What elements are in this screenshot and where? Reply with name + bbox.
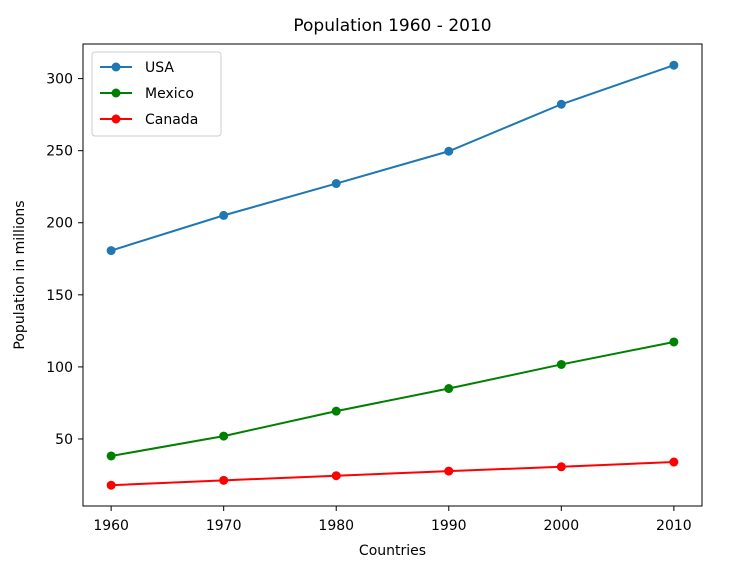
data-point-canada [331,471,341,481]
y-axis: 50 100 150 200 250 300 [46,72,83,448]
chart-title: Population 1960 - 2010 [293,16,491,36]
series-layer [106,60,679,490]
legend-label-usa: USA [145,60,174,76]
data-point-usa [556,99,566,109]
data-point-mexico [219,431,229,441]
x-axis: 1960 1970 1980 1990 2000 2010 [93,506,692,534]
data-point-mexico [669,337,679,347]
data-point-canada [444,466,454,476]
data-point-usa [106,246,116,256]
data-point-usa [444,146,454,156]
data-point-canada [669,457,679,467]
x-tick-label: 1980 [318,518,354,534]
x-tick-label: 2010 [656,518,692,534]
legend-box [91,51,222,137]
series-line-mexico [110,340,675,457]
y-tick-label: 150 [46,288,73,304]
x-tick-label: 2000 [543,518,579,534]
data-point-mexico [444,384,454,394]
data-point-usa [331,179,341,189]
legend-marker-usa [111,62,121,72]
y-tick-label: 100 [46,360,73,376]
data-point-usa [219,210,229,220]
x-tick-label: 1970 [206,518,242,534]
y-axis-label: Population in millions [12,200,28,349]
legend-marker-mexico [111,88,121,98]
data-point-usa [669,60,679,70]
data-point-mexico [331,406,341,416]
data-point-mexico [106,451,116,461]
legend: USA Mexico Canada [91,51,222,137]
y-tick-label: 50 [55,432,73,448]
data-point-canada [556,462,566,472]
legend-label-canada: Canada [145,112,198,128]
x-axis-label: Countries [359,543,426,559]
data-point-canada [106,480,116,490]
y-tick-label: 300 [46,72,73,88]
data-point-canada [219,475,229,485]
series-line-canada [111,461,674,487]
y-tick-label: 200 [46,216,73,232]
y-tick-label: 250 [46,144,73,160]
data-point-mexico [556,359,566,369]
legend-marker-canada [111,114,121,124]
x-tick-label: 1990 [431,518,467,534]
series-line-usa [110,64,675,252]
legend-label-mexico: Mexico [145,86,194,102]
x-tick-label: 1960 [93,518,129,534]
